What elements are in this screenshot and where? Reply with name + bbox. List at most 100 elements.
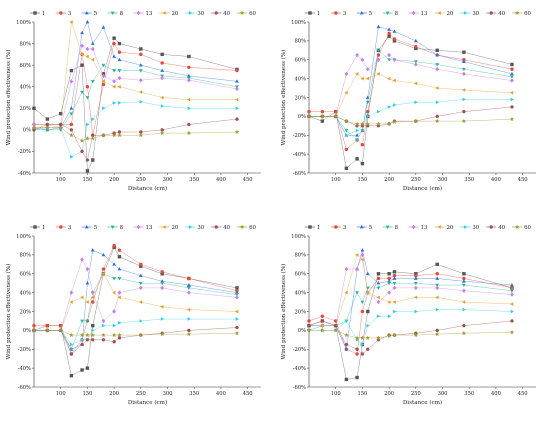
data-point-5 (387, 279, 391, 283)
y-axis-title: Wind protection effectiveness (%) (5, 50, 12, 146)
data-point-30 (435, 100, 440, 105)
data-point-8 (510, 289, 514, 293)
data-point-40 (112, 340, 116, 344)
data-point-8 (510, 75, 514, 79)
y-axis-title: Wind protection effectiveness (%) (280, 50, 287, 146)
data-point-8 (80, 319, 84, 323)
data-point-13 (112, 79, 116, 84)
data-point-5 (117, 266, 122, 271)
data-point-40 (69, 128, 74, 132)
x-tick-label: 250 (411, 391, 421, 397)
data-point-30 (91, 117, 95, 121)
data-point-5 (85, 281, 90, 285)
data-point-20 (112, 84, 116, 89)
data-point-8 (376, 48, 381, 53)
x-tick-label: 350 (464, 177, 474, 183)
data-point-5 (138, 63, 143, 67)
x-tick-label: 200 (384, 177, 394, 183)
legend-label-20: 20 (171, 11, 178, 17)
data-point-3 (414, 44, 418, 49)
data-point-13 (376, 299, 381, 305)
data-point-5 (80, 30, 84, 35)
legend-marker-8 (110, 11, 115, 16)
legend-marker-60 (514, 224, 520, 229)
y-tick-label: 20% (19, 309, 31, 315)
data-point-1 (112, 36, 116, 40)
data-point-40 (435, 328, 440, 332)
data-point-20 (509, 90, 514, 95)
data-point-13 (462, 71, 466, 77)
data-point-30 (112, 323, 117, 328)
legend-marker-60 (514, 10, 520, 15)
data-point-8 (112, 69, 116, 73)
data-point-60 (434, 331, 440, 337)
y-tick-label: -60% (293, 385, 306, 391)
series-line-30 (309, 309, 512, 345)
data-point-30 (118, 101, 122, 105)
data-point-3 (101, 267, 106, 271)
x-tick-label: 350 (464, 391, 474, 397)
y-tick-label: -20% (293, 133, 306, 139)
x-axis-title: Distance (cm) (403, 399, 442, 406)
legend: 1 3 5 8 13 20 30 40 60 (305, 224, 532, 231)
data-point-8 (355, 291, 359, 295)
data-point-60 (69, 332, 74, 338)
legend-marker-8 (385, 225, 390, 230)
data-point-3 (387, 31, 391, 36)
x-tick-label: 400 (491, 391, 501, 397)
data-point-30 (387, 314, 392, 319)
data-point-20 (413, 81, 418, 86)
y-tick-label: 80% (19, 41, 31, 47)
data-point-40 (85, 338, 90, 342)
data-point-13 (413, 62, 418, 67)
legend-label-3: 3 (68, 225, 72, 231)
data-point-3 (139, 52, 143, 57)
legend-marker-3 (334, 225, 338, 229)
data-point-5 (376, 24, 381, 29)
legend: 1 3 5 8 13 20 30 40 60 (30, 224, 257, 231)
data-point-8 (376, 286, 381, 290)
data-point-30 (366, 323, 370, 328)
data-point-60 (365, 335, 371, 340)
legend-label-5: 5 (369, 11, 373, 17)
data-point-5 (376, 281, 381, 285)
series-line-3 (34, 245, 238, 355)
data-point-13 (392, 285, 397, 291)
data-point-13 (85, 266, 90, 272)
y-tick-label: 80% (19, 253, 31, 259)
data-point-30 (510, 97, 514, 102)
series-line-30 (34, 318, 237, 345)
legend-label-13: 13 (146, 11, 153, 17)
y-tick-label: -60% (18, 385, 31, 391)
data-point-8 (138, 281, 143, 286)
data-point-13 (112, 309, 116, 314)
data-point-1 (32, 106, 36, 110)
x-tick-label: 100 (331, 391, 341, 397)
data-point-30 (112, 101, 117, 105)
data-point-5 (160, 279, 165, 283)
data-point-60 (85, 136, 90, 141)
series-line-8 (34, 273, 237, 350)
legend-marker-60 (239, 224, 245, 229)
data-point-13 (355, 266, 359, 272)
data-point-5 (344, 347, 349, 351)
x-tick-label: 300 (163, 177, 173, 183)
data-point-20 (160, 95, 164, 100)
data-point-40 (58, 122, 63, 127)
legend-marker-1 (33, 11, 37, 15)
data-point-5 (138, 273, 143, 277)
data-point-13 (117, 290, 122, 295)
data-point-1 (387, 34, 391, 38)
data-point-1 (392, 39, 397, 43)
y-tick-label: 60% (294, 272, 306, 278)
data-point-1 (69, 373, 74, 378)
data-point-8 (344, 129, 349, 133)
data-point-13 (365, 66, 370, 72)
data-point-60 (45, 125, 50, 130)
data-point-3 (112, 41, 116, 46)
legend-label-30: 30 (197, 11, 204, 17)
legend-marker-40 (214, 225, 219, 229)
y-tick-label: -60% (293, 171, 306, 177)
data-point-30 (187, 317, 191, 321)
